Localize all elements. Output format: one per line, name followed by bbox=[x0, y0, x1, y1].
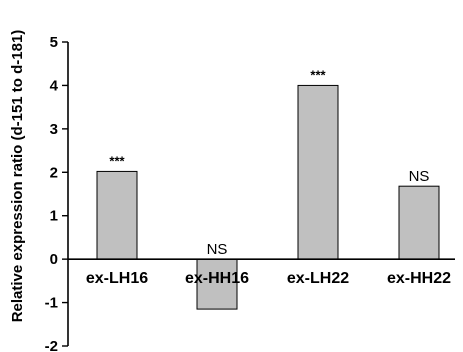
y-tick-label-0: 0 bbox=[50, 251, 58, 268]
annotation-ex-HH22: NS bbox=[409, 168, 430, 185]
bar-ex-HH22 bbox=[398, 185, 440, 260]
y-tick-label-2: 2 bbox=[50, 164, 58, 181]
y-tick-label-5: 5 bbox=[50, 34, 58, 51]
x-tick-label-ex-LH22: ex-LH22 bbox=[287, 270, 349, 287]
bar-ex-LH22 bbox=[297, 84, 339, 260]
x-tick-label-ex-LH16: ex-LH16 bbox=[86, 270, 148, 287]
x-tick-label-ex-HH16: ex-HH16 bbox=[185, 270, 249, 287]
bar-ex-LH16 bbox=[96, 170, 138, 260]
annotation-ex-HH16: NS bbox=[207, 241, 228, 258]
y-axis-title: Relative expression ratio (d-151 to d-18… bbox=[9, 30, 26, 323]
y-tick-label--1: -1 bbox=[45, 295, 58, 312]
annotation-ex-LH16: *** bbox=[109, 153, 125, 168]
annotation-ex-LH22: *** bbox=[310, 67, 326, 82]
x-tick-label-ex-HH22: ex-HH22 bbox=[387, 270, 451, 287]
y-tick-label-4: 4 bbox=[50, 77, 59, 94]
bar-ex-HH16 bbox=[196, 258, 238, 310]
y-tick-label-3: 3 bbox=[50, 121, 58, 138]
y-tick-label-1: 1 bbox=[50, 208, 58, 225]
y-tick-label--2: -2 bbox=[45, 338, 58, 352]
